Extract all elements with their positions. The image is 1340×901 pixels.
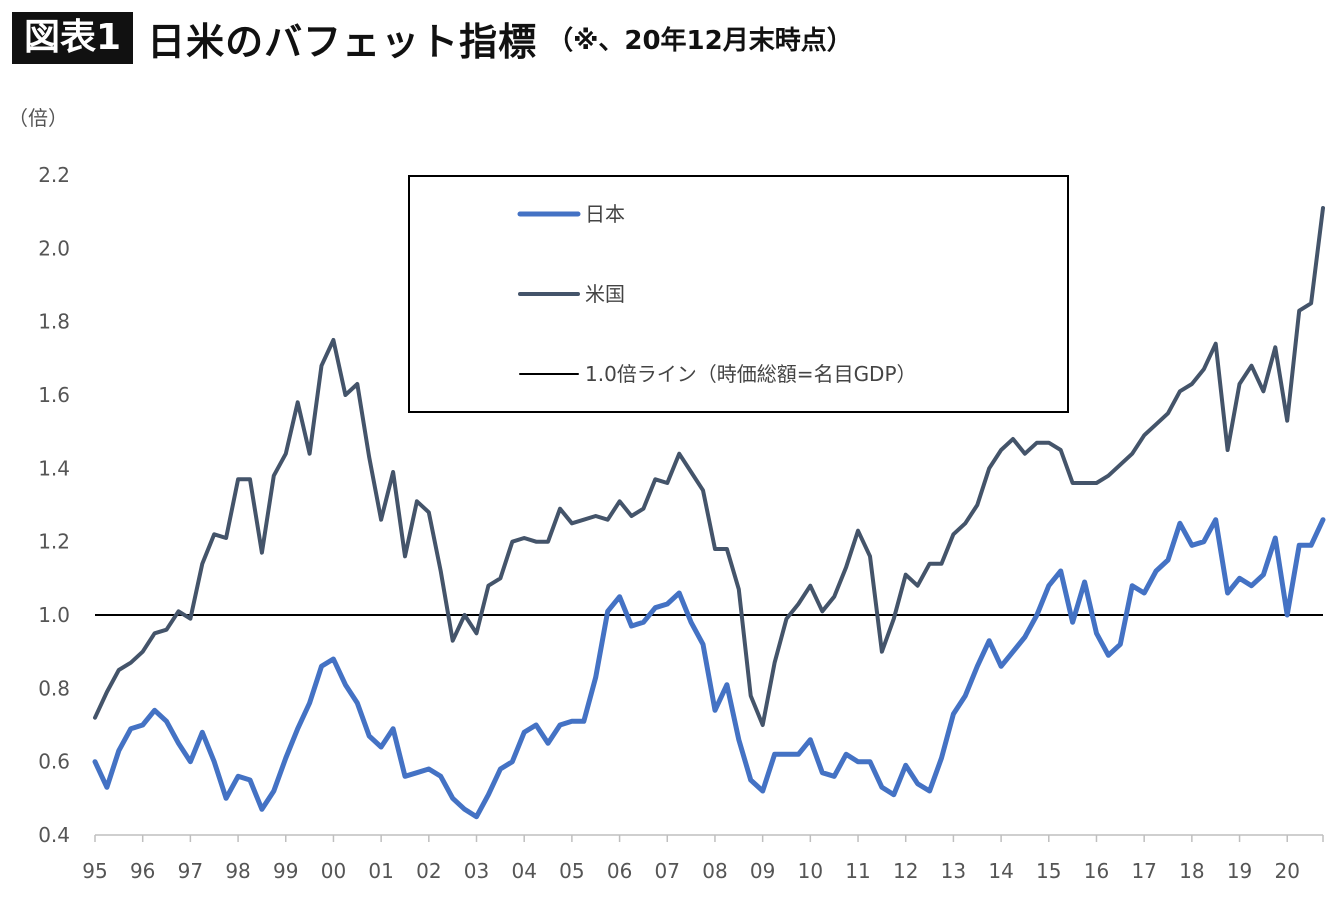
x-tick-label: 08 [702,859,727,883]
figure-badge: 図表1 [12,12,134,64]
legend-item-usa: 米国 [518,282,625,306]
x-tick-label: 15 [1036,859,1061,883]
y-tick-label: 1.6 [38,383,70,407]
x-tick-label: 03 [464,859,489,883]
chart-header: 図表1 日米のバフェット指標 （※、20年12月末時点） [12,8,853,68]
x-tick-label: 96 [130,859,155,883]
x-tick-label: 98 [225,859,250,883]
y-tick-label: 1.8 [38,310,70,334]
x-tick-label: 18 [1179,859,1204,883]
y-tick-label: 0.6 [38,750,70,774]
x-tick-label: 95 [82,859,107,883]
x-tick-label: 06 [607,859,632,883]
y-tick-label: 0.4 [38,823,70,847]
x-tick-label: 14 [988,859,1013,883]
x-tick-label: 10 [798,859,823,883]
x-tick-label: 99 [273,859,298,883]
series-line-usa [93,206,1325,727]
x-tick-label: 01 [368,859,393,883]
x-tick-label: 19 [1227,859,1252,883]
legend-label: 日本 [585,202,625,226]
x-tick-label: 04 [511,859,536,883]
legend-item-reference: 1.0倍ライン（時価総額=名目GDP） [519,362,917,386]
y-tick-label: 1.2 [38,530,70,554]
chart-title: 日米のバフェット指標 [147,19,538,64]
series-line-japan [92,517,1326,820]
x-tick-label: 13 [941,859,966,883]
y-tick-label: 1.4 [38,456,70,480]
chart-note: （※、20年12月末時点） [547,25,853,56]
x-tick-label: 11 [845,859,870,883]
x-tick-label: 12 [893,859,918,883]
y-tick-label: 1.0 [38,603,70,627]
y-axis-unit: （倍） [8,106,68,130]
y-tick-label: 2.2 [38,163,70,187]
x-tick-label: 00 [321,859,346,883]
legend-label: 米国 [585,282,625,306]
y-tick-label: 0.8 [38,676,70,700]
x-tick-label: 97 [178,859,203,883]
x-tick-label: 17 [1131,859,1156,883]
x-tick-label: 05 [559,859,584,883]
x-tick-label: 20 [1275,859,1300,883]
legend-item-japan: 日本 [517,202,625,226]
y-tick-label: 2.0 [38,236,70,260]
x-tick-label: 07 [655,859,680,883]
x-tick-label: 16 [1084,859,1109,883]
x-tick-label: 09 [750,859,775,883]
x-tick-label: 02 [416,859,441,883]
legend-label: 1.0倍ライン（時価総額=名目GDP） [585,362,917,386]
